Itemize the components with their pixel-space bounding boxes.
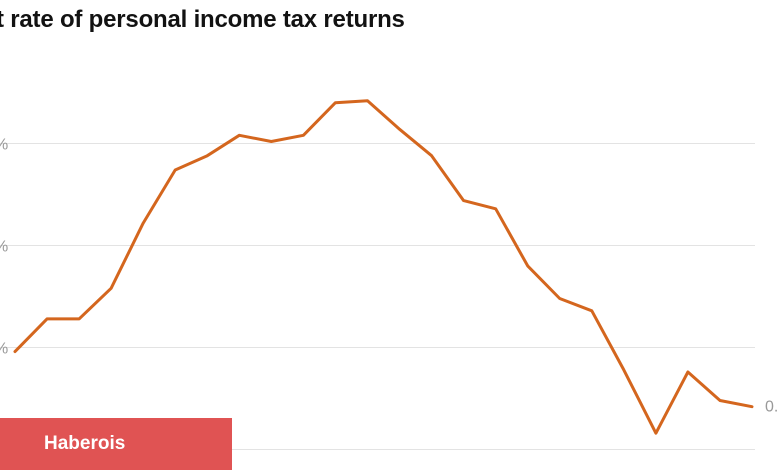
brand-banner[interactable]: Haberois [0, 418, 232, 470]
y-tick-label: % [0, 137, 8, 154]
series-line [13, 99, 754, 435]
series-lines [13, 99, 754, 435]
end-value-label: 0. [765, 399, 778, 416]
y-tick-label: % [0, 341, 8, 358]
brand-banner-label: Haberois [44, 433, 126, 454]
chart-title: t rate of personal income tax returns [0, 6, 405, 33]
y-tick-labels: %%% [0, 137, 8, 358]
end-labels: 0. [765, 399, 778, 416]
y-tick-label: % [0, 239, 8, 256]
